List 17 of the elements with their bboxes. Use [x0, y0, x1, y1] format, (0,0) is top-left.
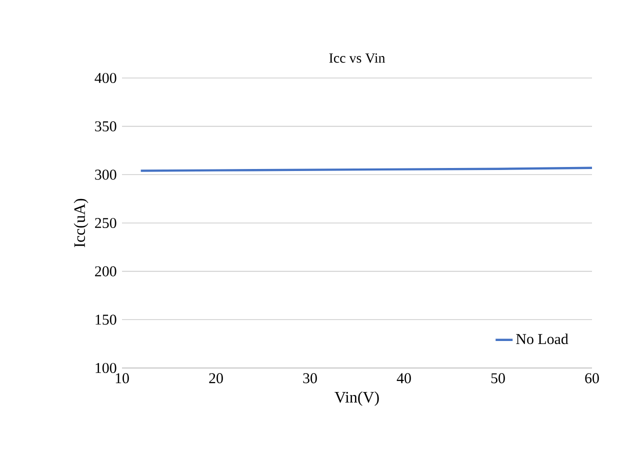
x-tick-label: 40 [396, 373, 411, 384]
legend-label: No Load [516, 334, 568, 344]
x-tick-label: 30 [303, 373, 317, 384]
y-tick-label: 100 [96, 362, 116, 374]
x-tick-label: 60 [585, 373, 599, 384]
y-tick-label: 300 [95, 170, 116, 180]
y-tick-label: 400 [94, 72, 116, 84]
y-tick-label: 150 [96, 314, 116, 325]
y-axis-title: Icc(uA) [74, 198, 88, 248]
y-tick-label: 200 [95, 266, 116, 276]
chart-title: Icc vs Vin [329, 53, 386, 63]
y-tick-label: 350 [95, 121, 116, 132]
x-tick-label: 20 [209, 373, 223, 384]
x-axis-title: Vin(V) [334, 391, 379, 406]
x-tick-label: 10 [116, 373, 129, 384]
x-tick-label: 50 [491, 373, 505, 384]
y-tick-label: 250 [95, 218, 116, 228]
